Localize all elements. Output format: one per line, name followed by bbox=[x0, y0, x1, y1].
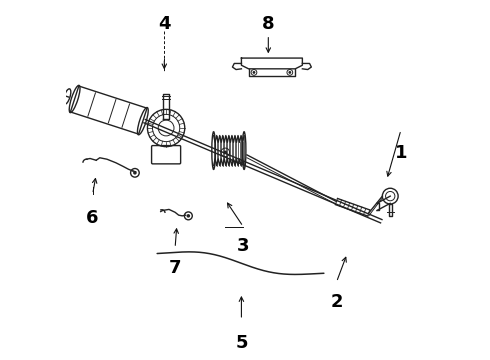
Text: 4: 4 bbox=[158, 15, 171, 33]
Circle shape bbox=[253, 72, 255, 73]
Text: 5: 5 bbox=[235, 334, 247, 352]
Text: 7: 7 bbox=[169, 259, 181, 277]
Circle shape bbox=[187, 215, 190, 217]
Text: 8: 8 bbox=[262, 15, 274, 33]
Circle shape bbox=[134, 172, 136, 174]
Circle shape bbox=[289, 72, 291, 73]
Circle shape bbox=[224, 151, 226, 153]
Text: 3: 3 bbox=[237, 237, 249, 255]
Text: 6: 6 bbox=[86, 209, 99, 227]
Text: 1: 1 bbox=[395, 144, 407, 162]
Text: 2: 2 bbox=[330, 293, 343, 311]
